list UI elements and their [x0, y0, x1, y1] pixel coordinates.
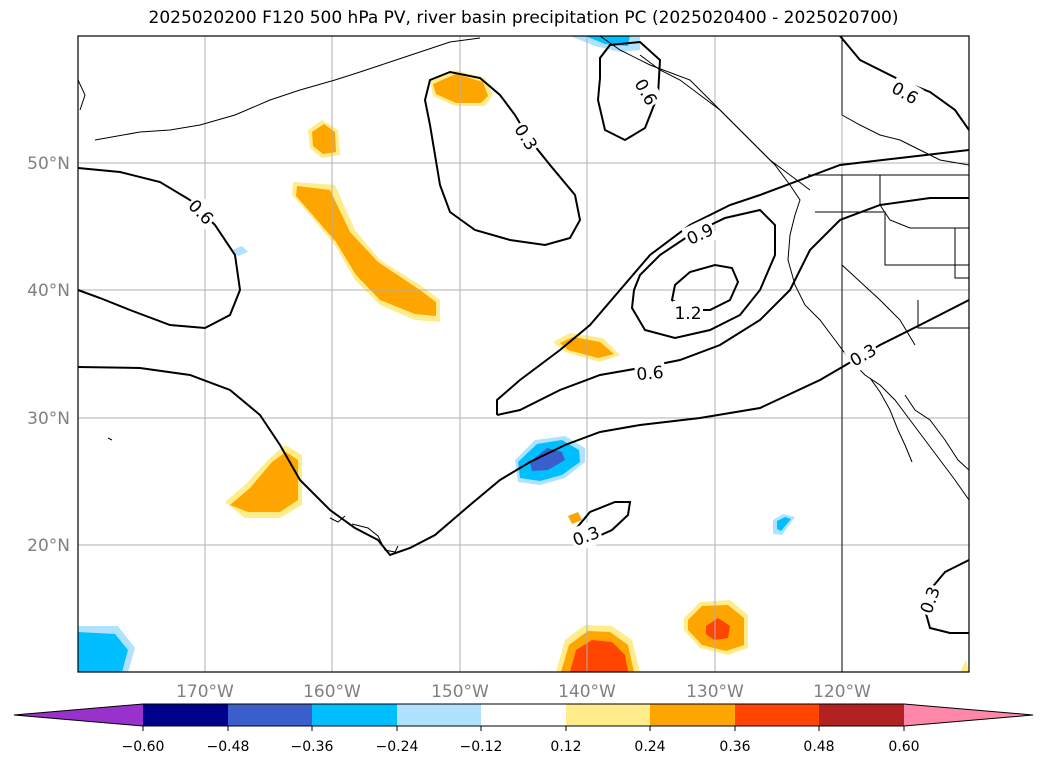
colorbar-swatch — [397, 704, 481, 726]
contour-label: 0.6 — [636, 363, 665, 385]
colorbar-swatch — [312, 704, 397, 726]
lon-label: 160°W — [303, 682, 361, 702]
contour-label: 0.6 — [184, 196, 217, 229]
graticule — [78, 36, 969, 672]
colorbar-tick-label: 0.48 — [803, 739, 834, 755]
colorbar-tick-label: 0.24 — [634, 739, 665, 755]
latitude-labels: 50°N 40°N 30°N 20°N — [27, 154, 70, 556]
colorbar-swatch — [650, 704, 735, 726]
colorbar-swatch — [228, 704, 312, 726]
lat-label: 20°N — [27, 536, 70, 556]
colorbar-swatch — [735, 704, 819, 726]
contour-labels: 0.6 0.3 0.6 0.6 0.9 1.2 0.6 0.3 0.3 0.3 — [181, 73, 947, 619]
colorbar-tick-label: −0.24 — [376, 739, 419, 755]
contour-label: 1.2 — [674, 304, 701, 324]
map-title: 2025020200 F120 500 hPa PV, river basin … — [148, 8, 899, 28]
colorbar: −0.60 −0.48 −0.36 −0.24 −0.12 0.12 0.24 … — [13, 703, 1034, 755]
colorbar-swatch — [481, 704, 566, 726]
map-frame — [77, 35, 970, 673]
lon-label: 170°W — [176, 682, 234, 702]
colorbar-swatch — [143, 704, 228, 726]
lon-label: 130°W — [686, 682, 744, 702]
colorbar-extend-low — [14, 704, 143, 726]
contour-label: 0.3 — [510, 121, 541, 155]
longitude-labels: 170°W 160°W 150°W 140°W 130°W 120°W — [176, 682, 871, 702]
lon-label: 150°W — [431, 682, 489, 702]
contour-label: 0.6 — [630, 76, 661, 109]
colorbar-tick-label: −0.48 — [207, 739, 250, 755]
colorbar-tick-label: −0.60 — [122, 739, 165, 755]
contour-label: 0.3 — [847, 340, 880, 371]
lat-label: 40°N — [27, 281, 70, 301]
colorbar-tick-label: 0.12 — [550, 739, 581, 755]
colorbar-tick-label: −0.36 — [291, 739, 334, 755]
lat-label: 50°N — [27, 154, 70, 174]
colorbar-tick-label: 0.60 — [888, 739, 919, 755]
lon-label: 120°W — [813, 682, 871, 702]
precip-shading — [78, 36, 969, 672]
colorbar-swatch — [819, 704, 904, 726]
colorbar-tick-label: 0.36 — [719, 739, 750, 755]
contour-label: 0.6 — [888, 78, 921, 109]
colorbar-tick-label: −0.12 — [460, 739, 503, 755]
lat-label: 30°N — [27, 409, 70, 429]
colorbar-extend-high — [904, 704, 1033, 726]
colorbar-swatch — [566, 704, 650, 726]
lon-label: 140°W — [558, 682, 616, 702]
